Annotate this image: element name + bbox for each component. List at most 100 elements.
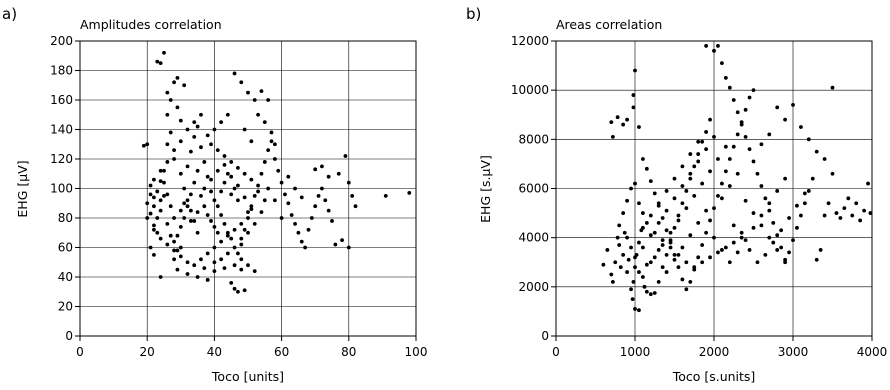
x-tick-label: 60	[274, 345, 289, 359]
scatter-point	[155, 189, 160, 194]
scatter-point	[162, 193, 166, 198]
scatter-point	[630, 297, 635, 302]
y-tick-label: 8000	[518, 132, 549, 146]
scatter-point	[759, 223, 764, 228]
scatter-point	[735, 110, 740, 115]
scatter-point	[708, 169, 712, 174]
scatter-point	[759, 142, 764, 147]
scatter-point	[158, 179, 163, 184]
scatter-point	[202, 160, 207, 164]
scatter-point	[148, 245, 153, 250]
scatter-point	[229, 236, 234, 241]
scatter-point	[202, 204, 207, 209]
scatter-point	[672, 252, 677, 257]
scatter-point	[802, 191, 807, 196]
scatter-point	[723, 144, 728, 149]
scatter-point	[696, 255, 701, 260]
scatter-point	[219, 257, 224, 262]
scatter-point	[148, 192, 153, 197]
scatter-point	[202, 266, 207, 271]
scatter-point	[723, 169, 728, 174]
scatter-point	[192, 120, 197, 125]
scatter-point	[343, 154, 348, 158]
scatter-point	[185, 204, 190, 209]
scatter-point	[641, 275, 645, 279]
scatter-point	[830, 171, 835, 176]
scatter-point	[700, 181, 705, 186]
scatter-point	[838, 216, 843, 220]
scatter-point	[664, 252, 669, 257]
scatter-point	[739, 235, 744, 240]
scatter-point	[684, 287, 689, 292]
scatter-point	[731, 98, 736, 102]
scatter-point	[668, 240, 673, 245]
scatter-point	[617, 243, 622, 247]
scatter-point	[353, 204, 358, 209]
scatter-point	[615, 115, 620, 120]
scatter-point	[178, 224, 183, 229]
axis-ticks: 0 20 40 60 80 100 0 20 40 60 80 100 120 140 160 180 200	[50, 34, 427, 359]
scatter-point	[303, 245, 308, 250]
scatter-point	[266, 148, 271, 153]
scatter-point	[631, 105, 636, 110]
scatter-point	[641, 211, 645, 215]
scatter-point	[684, 206, 689, 211]
chart-title-areas: Areas correlation	[556, 17, 662, 32]
scatter-point	[751, 211, 756, 215]
scatter-point	[232, 286, 237, 291]
scatter-point	[152, 223, 156, 228]
scatter-point	[192, 219, 197, 223]
scatter-point	[272, 142, 277, 147]
scatter-point	[155, 230, 160, 235]
scatter-point	[775, 105, 780, 110]
scatter-point	[767, 132, 772, 137]
scatter-point	[229, 174, 234, 179]
scatter-point	[779, 228, 784, 233]
scatter-point	[751, 88, 756, 93]
scatter-point	[688, 152, 693, 156]
scatter-point	[336, 171, 341, 176]
scatter-point	[188, 208, 193, 213]
scatter-point	[767, 235, 772, 240]
scatter-point	[212, 198, 217, 203]
scatter-point	[700, 243, 705, 247]
scatter-point	[239, 267, 244, 272]
scatter-point	[215, 148, 220, 153]
scatter-point	[656, 221, 661, 225]
scatter-point	[814, 257, 819, 262]
scatter-point	[826, 201, 831, 206]
scatter-point	[239, 222, 244, 226]
scatter-point	[246, 90, 250, 95]
scatter-point	[866, 181, 870, 186]
scatter-point	[799, 213, 803, 218]
scatter-point	[246, 263, 250, 268]
y-tick-label: 60	[58, 241, 73, 255]
scatter-point	[350, 193, 355, 198]
amplitudes-panel: a) Amplitudes correlation 0 20 40 60 80 100 0 2…	[2, 5, 427, 384]
scatter-point	[188, 192, 193, 197]
scatter-point	[158, 61, 163, 66]
scatter-point	[664, 208, 669, 213]
scatter-point	[672, 196, 677, 201]
scatter-point	[644, 221, 649, 225]
scatter-point	[195, 168, 200, 173]
scatter-point	[751, 159, 756, 164]
scatter-point	[141, 143, 146, 148]
scatter-point	[256, 183, 260, 188]
scatter-point	[648, 213, 653, 218]
scatter-point	[731, 240, 736, 245]
scatter-point	[148, 211, 153, 216]
scatter-point	[637, 201, 641, 206]
scatter-point	[858, 218, 863, 223]
scatter-point	[633, 68, 637, 73]
scatter-point	[688, 176, 693, 181]
scatter-point	[225, 230, 230, 235]
scatter-point	[333, 242, 338, 247]
y-axis-label: EHG [s.µV]	[478, 155, 493, 223]
scatter-point	[830, 85, 835, 90]
scatter-point	[246, 210, 250, 215]
scatter-point	[629, 186, 633, 191]
scatter-point	[152, 252, 156, 257]
scatter-point	[660, 265, 665, 270]
scatter-point	[145, 142, 150, 147]
